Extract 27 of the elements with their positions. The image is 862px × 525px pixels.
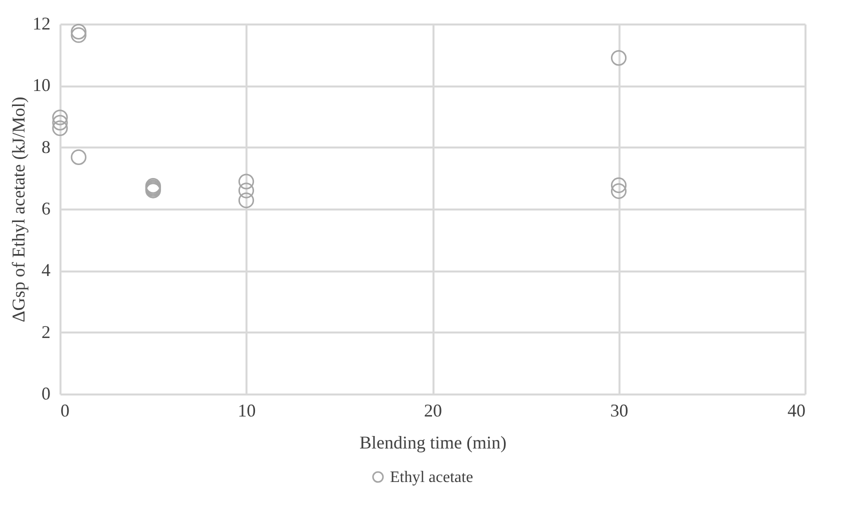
x-tick-label: 30 [610, 400, 628, 420]
point [52, 120, 68, 136]
y-tick-label: 2 [42, 322, 50, 342]
point [610, 50, 627, 66]
x-tick-label: 40 [788, 400, 806, 420]
point [70, 24, 86, 40]
x-tick-label: 0 [60, 400, 70, 420]
point [238, 182, 254, 198]
y-axis-title: ΔGsp of Ethyl acetate (kJ/Mol) [8, 96, 28, 322]
y-tick-label: 4 [42, 260, 50, 280]
legend-label: Ethyl acetate [390, 469, 474, 486]
point [52, 114, 68, 130]
point [238, 192, 254, 208]
point [70, 149, 86, 166]
point [610, 183, 627, 199]
point [610, 177, 627, 194]
x-axis-title: Blending time (min) [360, 432, 506, 452]
y-tick-label: 6 [42, 198, 50, 218]
x-tick-label: 20 [424, 400, 442, 420]
y-tick-label: 10 [32, 75, 50, 96]
point [70, 27, 86, 43]
point [52, 110, 68, 126]
point [238, 174, 254, 190]
y-tick-label: 8 [42, 136, 50, 157]
x-tick-label: 10 [238, 400, 256, 420]
y-tick-label: 0 [42, 384, 50, 404]
y-tick-label: 12 [32, 14, 50, 34]
